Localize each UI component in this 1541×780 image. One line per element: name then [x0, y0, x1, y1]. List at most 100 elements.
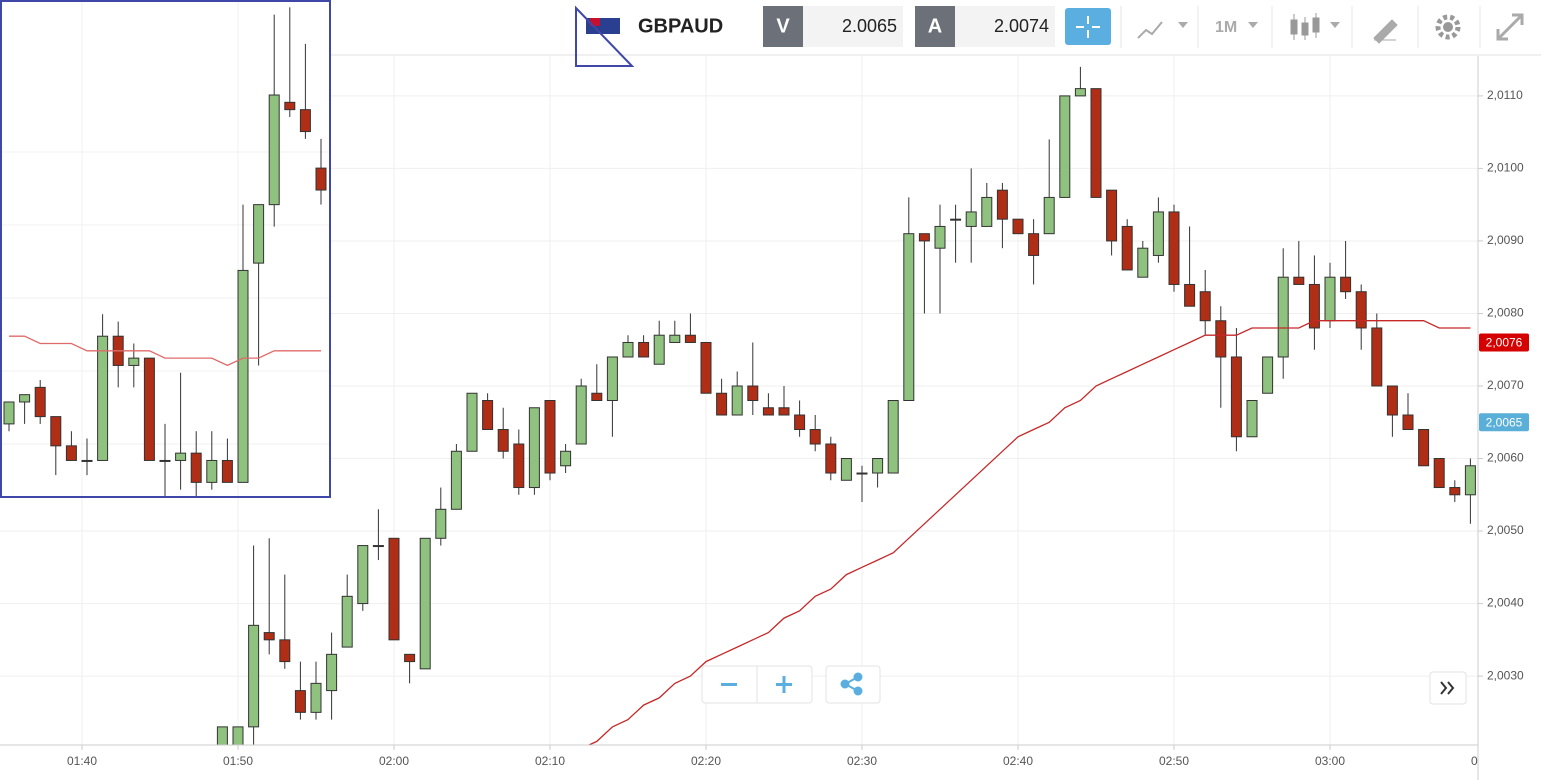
candle-body	[1402, 414, 1414, 431]
x-tick-label: 02:50	[1159, 754, 1189, 768]
drawing-button[interactable]	[1373, 19, 1398, 44]
candle-body	[1449, 487, 1461, 496]
share-icon	[840, 672, 863, 696]
x-axis: 01:40 01:50 02:00 02:10 02:20 02:30 02:40 02:50…	[67, 745, 1501, 768]
candle-body	[965, 211, 977, 227]
price-label: 2,0076	[1486, 336, 1523, 350]
candle-body	[996, 189, 1008, 220]
candle-body	[1418, 429, 1430, 467]
inset-chart	[2, 2, 329, 496]
y-tick-label: 2,0040	[1487, 596, 1524, 610]
candle-body	[419, 537, 431, 670]
candle-body	[1246, 400, 1258, 438]
candle-body	[887, 400, 899, 474]
candle-body	[513, 443, 525, 489]
zoom-out[interactable]	[721, 683, 737, 686]
bid-label: V	[776, 15, 790, 37]
bid-tag[interactable]	[763, 6, 803, 47]
settings-button[interactable]	[1435, 14, 1461, 40]
candle-body	[1059, 95, 1071, 198]
candle-body	[1074, 88, 1086, 97]
candle-body	[794, 414, 806, 431]
x-tick-label: 02:00	[379, 754, 409, 768]
y-axis: 2,0030 2,0040 2,0050 2,0060 2,0070 2,0080 2,00…	[1478, 88, 1529, 682]
candle-body	[716, 392, 728, 416]
candle-body	[1340, 276, 1352, 293]
y-tick-label: 2,0030	[1487, 668, 1524, 682]
y-tick-label: 2,0110	[1487, 88, 1523, 102]
caret	[1248, 22, 1258, 28]
candle-body	[700, 341, 712, 394]
candle-body	[279, 639, 291, 663]
candle-body	[606, 356, 618, 402]
candle-body	[856, 472, 868, 475]
candle-body	[1184, 283, 1196, 307]
candle-body	[97, 335, 109, 461]
inset-background	[1, 1, 330, 497]
candle-body	[981, 196, 993, 227]
candle-body	[622, 341, 634, 358]
chart-type-button[interactable]	[1137, 21, 1163, 39]
zoom-in-bar	[782, 676, 786, 693]
candle-body	[326, 653, 338, 692]
x-tick-label: 02:30	[847, 754, 877, 768]
crosshair-button[interactable]	[1065, 8, 1111, 45]
candle-body	[825, 443, 837, 474]
candle-body	[731, 385, 743, 416]
candle-body	[341, 595, 353, 648]
candle-body	[1324, 276, 1336, 322]
candle-body	[190, 452, 202, 483]
ask-tag[interactable]	[915, 6, 955, 47]
candle-body	[357, 545, 369, 605]
candle-body	[50, 416, 62, 447]
fullscreen-button[interactable]	[1496, 13, 1524, 41]
candle-body	[248, 624, 260, 728]
candle-body	[747, 385, 759, 402]
candle-body	[575, 385, 587, 445]
y-tick-label: 2,0070	[1487, 378, 1524, 392]
symbol: GBPAUD	[638, 15, 723, 37]
moving-average	[587, 320, 1471, 745]
candle-body	[1137, 247, 1149, 278]
x-tick-label: 02:10	[535, 754, 565, 768]
candle-body	[1199, 291, 1211, 322]
zoom-controls	[701, 665, 1467, 705]
candle-body	[310, 682, 322, 713]
candle-body	[1106, 189, 1118, 242]
candle-body	[684, 334, 696, 343]
candle-body	[34, 386, 46, 418]
timeframe[interactable]: 1M	[1215, 19, 1237, 36]
candle-body	[450, 450, 462, 510]
candle-body	[294, 690, 306, 713]
candle-body	[65, 445, 77, 461]
candle-body	[143, 357, 155, 461]
candle-body	[388, 537, 400, 641]
candle-body	[372, 545, 384, 548]
candle-body	[1090, 88, 1102, 198]
candle-body	[435, 508, 447, 539]
share-button[interactable]	[825, 665, 881, 704]
candle-body	[263, 632, 275, 641]
y-tick-label: 2,0100	[1487, 161, 1524, 175]
candle-body	[1433, 458, 1445, 489]
candle-body	[1277, 276, 1289, 358]
candle-body	[544, 400, 556, 474]
price-label: 2,0065	[1486, 415, 1523, 429]
candle-body	[934, 225, 946, 249]
scroll-right[interactable]	[1429, 671, 1467, 705]
y-tick-label: 2,0080	[1487, 306, 1524, 320]
candle-body	[237, 269, 249, 483]
moving-average	[9, 335, 321, 367]
candle-body	[1386, 385, 1398, 416]
settings-hub	[1443, 22, 1453, 32]
candle-body	[1121, 225, 1133, 271]
x-tick-label: 03:10	[1471, 754, 1501, 768]
bid-box	[803, 6, 903, 47]
candle-style-button[interactable]	[1290, 13, 1320, 40]
x-tick-label: 02:40	[1003, 754, 1033, 768]
candle-body	[284, 101, 296, 111]
candle-body	[81, 459, 93, 462]
candle-body	[1464, 465, 1476, 496]
candle-body	[669, 334, 681, 343]
